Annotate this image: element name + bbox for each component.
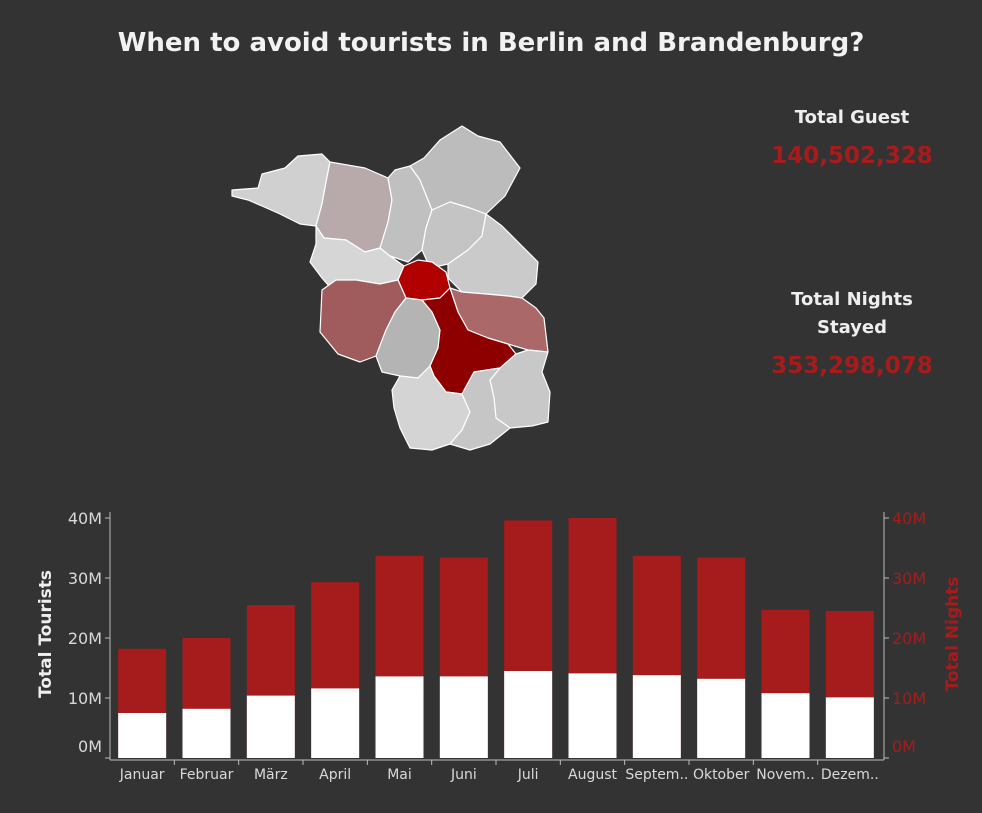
x-tick-label: August: [568, 767, 618, 783]
x-tick-label: Juli: [517, 767, 539, 783]
bar-tourists-9[interactable]: [697, 678, 746, 758]
map-region-oberspreewald-lausitz[interactable]: [449, 367, 511, 451]
x-tick-label: April: [319, 767, 351, 783]
axes: Januar Februar März April Mai Juni Juli August S…: [36, 509, 963, 783]
bar-tourists-3[interactable]: [311, 688, 360, 758]
y-axis-title-left: Total Tourists: [36, 570, 56, 698]
y-tick-label-left: 20M: [68, 629, 102, 648]
y-tick-label-right: 10M: [892, 689, 926, 708]
y-tick-label-left: 0M: [78, 737, 102, 756]
x-tick-label: Juni: [450, 767, 477, 783]
bar-tourists-4[interactable]: [375, 676, 424, 758]
x-tick-label: März: [254, 767, 288, 783]
y-tick-label-right: 0M: [892, 737, 916, 756]
y-tick-label-left: 40M: [68, 509, 102, 528]
y-tick-label-left: 30M: [68, 569, 102, 588]
total-nights-value: 353,298,078: [771, 353, 933, 379]
bar-tourists-11[interactable]: [825, 697, 874, 758]
nights-series: [118, 518, 874, 758]
map-region-prignitz[interactable]: [231, 153, 331, 227]
x-tick-label: Februar: [180, 767, 234, 783]
x-tick-label: Januar: [119, 767, 165, 783]
x-tick-label: Septem..: [625, 767, 688, 783]
tourists-series: [118, 671, 874, 758]
bar-tourists-8[interactable]: [632, 675, 681, 758]
page-title: When to avoid tourists in Berlin and Bra…: [117, 28, 865, 58]
bar-tourists-7[interactable]: [568, 673, 617, 758]
x-tick-label: Dezem..: [821, 767, 879, 783]
x-tick-label: Novem..: [756, 767, 814, 783]
bar-tourists-6[interactable]: [504, 671, 553, 758]
x-tick-label: Mai: [387, 767, 412, 783]
y-tick-label-right: 30M: [892, 569, 926, 588]
brandenburg-map: [231, 125, 551, 451]
x-tick-label: Oktober: [693, 767, 750, 783]
total-guest-value: 140,502,328: [771, 143, 933, 169]
bar-tourists-5[interactable]: [439, 676, 488, 758]
monthly-chart: Januar Februar März April Mai Juni Juli August S…: [36, 509, 963, 783]
bar-tourists-2[interactable]: [246, 695, 295, 758]
y-tick-label-right: 40M: [892, 509, 926, 528]
map-region-berlin[interactable]: [397, 259, 451, 301]
total-nights-label-line1: Total Nights: [791, 289, 913, 310]
bar-tourists-1[interactable]: [182, 708, 231, 758]
bar-tourists-0[interactable]: [118, 713, 167, 758]
total-nights-label-line2: Stayed: [817, 317, 887, 338]
total-guest-label: Total Guest: [794, 107, 910, 128]
y-axis-title-right: Total Nights: [943, 577, 963, 692]
y-tick-label-right: 20M: [892, 629, 926, 648]
bar-tourists-10[interactable]: [761, 693, 810, 758]
y-tick-label-left: 10M: [68, 689, 102, 708]
